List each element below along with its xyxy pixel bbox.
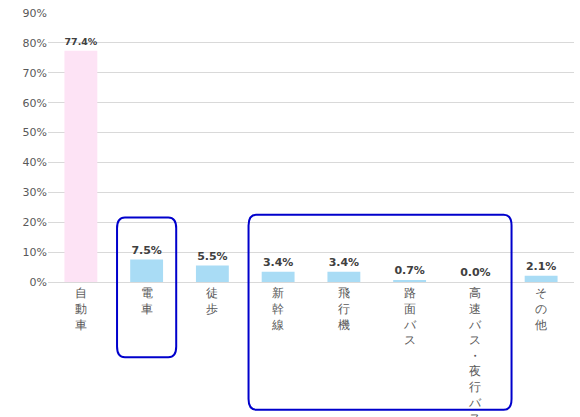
svg-text:飛行機: 飛行機 [338, 286, 350, 331]
svg-text:70%: 70% [23, 67, 47, 80]
svg-text:5.5%: 5.5% [197, 250, 228, 263]
svg-text:3.4%: 3.4% [263, 256, 294, 269]
svg-text:60%: 60% [23, 97, 47, 110]
svg-text:自動車: 自動車 [75, 286, 87, 331]
svg-text:7.5%: 7.5% [131, 244, 162, 257]
svg-text:30%: 30% [23, 186, 47, 199]
svg-text:77.4%: 77.4% [64, 36, 97, 47]
svg-text:20%: 20% [23, 216, 47, 229]
svg-text:新幹線: 新幹線 [271, 286, 284, 331]
svg-text:路面バス: 路面バス [403, 286, 417, 347]
svg-text:2.1%: 2.1% [526, 260, 557, 273]
svg-text:80%: 80% [23, 37, 47, 50]
svg-text:0%: 0% [30, 276, 47, 289]
svg-text:その他: その他 [535, 286, 547, 331]
svg-text:高速バス・夜行バス: 高速バス・夜行バス [468, 286, 482, 417]
svg-text:50%: 50% [23, 126, 47, 139]
svg-text:徒歩: 徒歩 [206, 286, 218, 316]
svg-text:3.4%: 3.4% [329, 256, 360, 269]
svg-text:40%: 40% [23, 156, 47, 169]
svg-text:電車: 電車 [141, 286, 153, 316]
svg-text:90%: 90% [23, 7, 47, 20]
svg-text:0.0%: 0.0% [460, 266, 491, 279]
svg-text:10%: 10% [23, 246, 47, 259]
svg-text:0.7%: 0.7% [394, 264, 425, 277]
